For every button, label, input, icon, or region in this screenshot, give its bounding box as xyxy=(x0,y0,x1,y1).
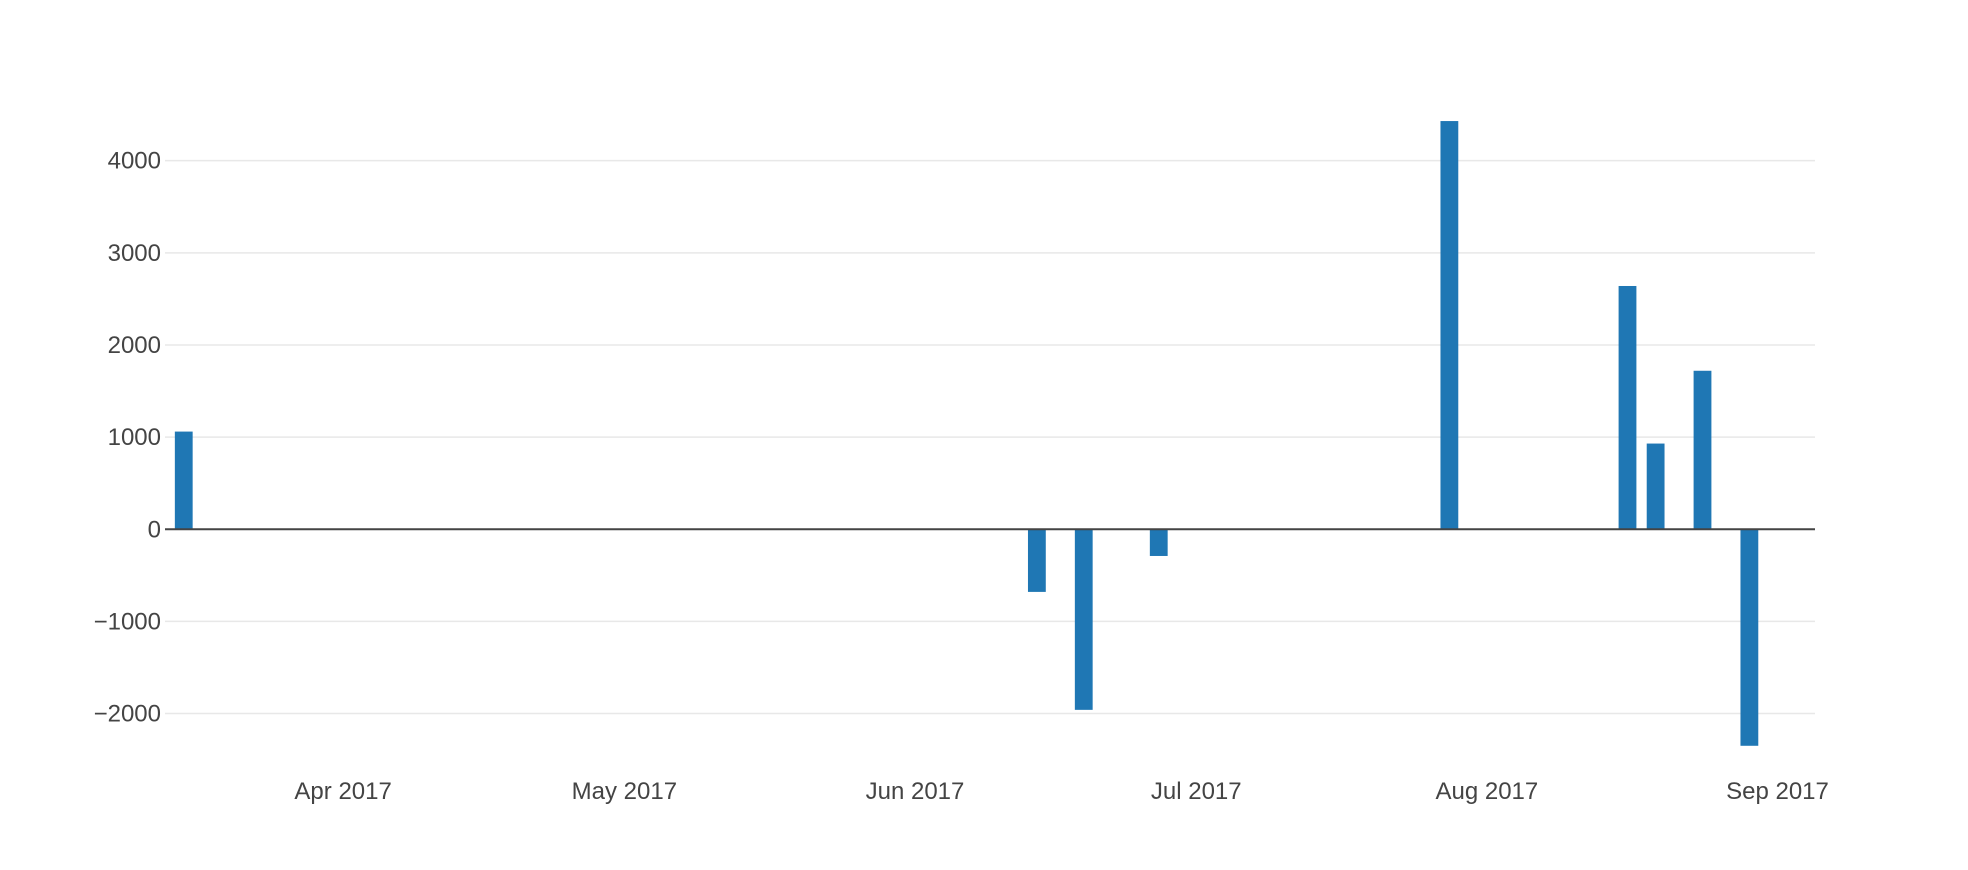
y-tick-label: −1000 xyxy=(94,608,161,635)
y-tick-label: 1000 xyxy=(108,424,161,451)
bar xyxy=(174,431,193,530)
y-tick-label: 4000 xyxy=(108,148,161,175)
bar xyxy=(1618,285,1637,530)
y-tick-label: −2000 xyxy=(94,701,161,728)
x-tick-label: Jun 2017 xyxy=(866,778,965,805)
bar xyxy=(1646,443,1665,530)
x-tick-label: Jul 2017 xyxy=(1151,778,1242,805)
x-tick-label: May 2017 xyxy=(572,778,677,805)
x-tick-label: Aug 2017 xyxy=(1435,778,1538,805)
bars xyxy=(174,121,1759,746)
x-axis-tick-labels: Apr 2017 May 2017 Jun 2017 Jul 2017 Aug 2017… xyxy=(294,778,1828,805)
gridlines xyxy=(165,159,1815,715)
bar xyxy=(1693,370,1712,530)
x-tick-label: Sep 2017 xyxy=(1726,778,1829,805)
bar xyxy=(1440,121,1459,530)
bar xyxy=(1740,529,1759,746)
y-tick-label: 2000 xyxy=(108,332,161,359)
bar xyxy=(1074,529,1093,710)
y-axis-tick-labels: −2000 −1000 0 1000 2000 3000 4000 xyxy=(94,148,161,728)
bar xyxy=(1149,529,1168,556)
bar xyxy=(1027,529,1046,592)
y-tick-label: 3000 xyxy=(108,240,161,267)
y-tick-label: 0 xyxy=(148,516,161,543)
x-tick-label: Apr 2017 xyxy=(294,778,391,805)
